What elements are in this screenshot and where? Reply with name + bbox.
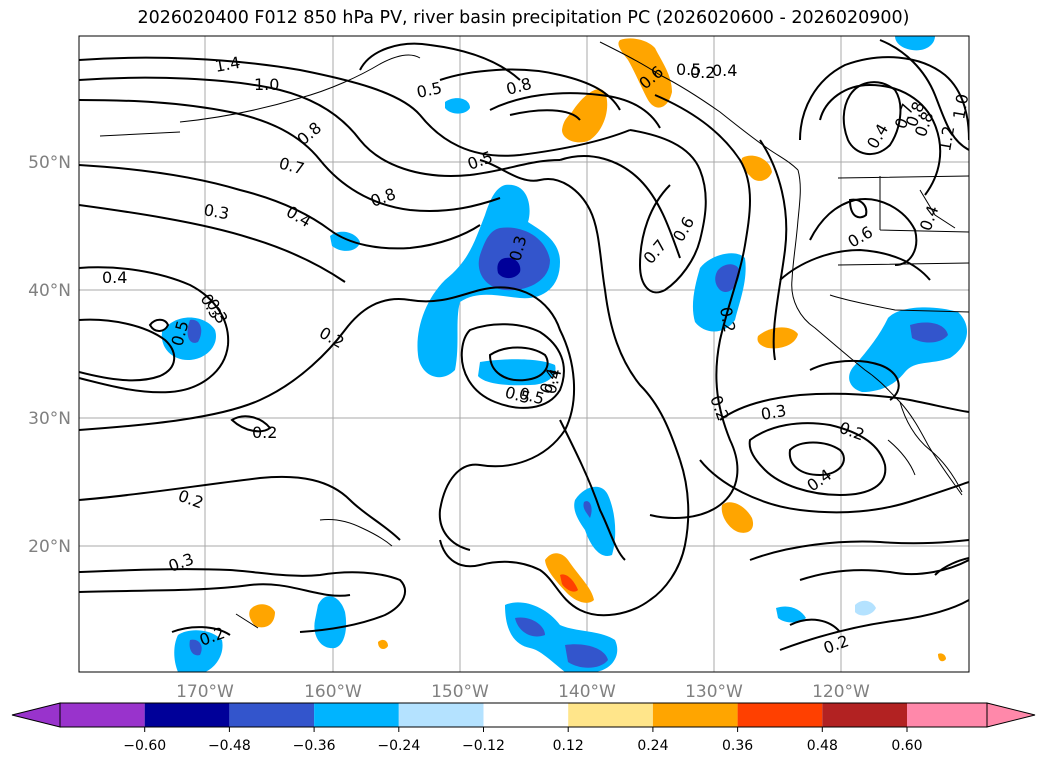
colorbar-tick-label: 0.36 xyxy=(722,738,753,754)
colorbar-tick-label: −0.12 xyxy=(462,738,505,754)
positive-precip-shading xyxy=(249,38,946,662)
colorbar-extend-low xyxy=(11,702,61,728)
colorbar-tick-label: −0.48 xyxy=(208,738,251,754)
lon-label: 170°W xyxy=(176,682,234,702)
colorbar-tick-label: 0.60 xyxy=(891,738,922,754)
colorbar-segment xyxy=(60,703,145,727)
colorbar-tick-label: −0.36 xyxy=(293,738,336,754)
contour-label: 1.2 xyxy=(935,124,958,152)
contour-label-group: 1.4 1.0 0.5 0.4 0.8 0.8 0.5 0.6 0.5 0.8 … xyxy=(102,53,972,658)
colorbar-segment xyxy=(398,703,484,727)
colorbar-segment xyxy=(229,703,315,727)
colorbar-extend-high xyxy=(986,702,1036,728)
latitude-labels: 50°N 40°N 30°N 20°N xyxy=(28,153,71,557)
contour-label: 0.2 xyxy=(252,423,277,442)
colorbar: −0.60 −0.48 −0.36 −0.24 −0.12 0.12 0.24 … xyxy=(11,702,1036,754)
lat-label: 50°N xyxy=(28,153,71,173)
longitude-labels: 170°W 160°W 150°W 140°W 130°W 120°W xyxy=(176,682,870,702)
contour-label: 0.4 xyxy=(102,268,127,287)
map-frame xyxy=(78,35,970,673)
colorbar-segment xyxy=(822,703,907,727)
colorbar-tick-label: 0.24 xyxy=(637,738,668,754)
colorbar-tick-label: 0.48 xyxy=(807,738,838,754)
lon-label: 130°W xyxy=(685,682,743,702)
pv-contours xyxy=(79,39,969,651)
contour-label: 0.5 xyxy=(415,78,444,102)
contour-label: 0.4 xyxy=(712,61,737,80)
contour-label: 0.5 xyxy=(676,60,701,79)
coastlines xyxy=(99,41,969,629)
colorbar-segment xyxy=(144,703,230,727)
lon-label: 150°W xyxy=(431,682,489,702)
colorbar-segment xyxy=(652,703,738,727)
lat-label: 30°N xyxy=(28,409,71,429)
lon-label: 160°W xyxy=(304,682,362,702)
negative-precip-shading xyxy=(161,36,968,672)
colorbar-segment xyxy=(907,703,987,727)
colorbar-segment xyxy=(483,703,569,727)
colorbar-segment xyxy=(314,703,399,727)
contour-label: 0.3 xyxy=(202,200,230,223)
colorbar-tick-label: −0.24 xyxy=(377,738,420,754)
map-title: 2026020400 F012 850 hPa PV, river basin … xyxy=(137,8,910,28)
colorbar-tick-label: 0.12 xyxy=(553,738,584,754)
colorbar-segment xyxy=(737,703,823,727)
lon-label: 140°W xyxy=(558,682,616,702)
contour-label: 0.3 xyxy=(759,401,787,424)
contour-label: 1.4 xyxy=(213,53,241,76)
colorbar-tick-label: −0.60 xyxy=(123,738,166,754)
lat-label: 20°N xyxy=(28,537,71,557)
lat-label: 40°N xyxy=(28,281,71,301)
contour-label: 1.0 xyxy=(949,92,972,120)
lon-label: 120°W xyxy=(812,682,870,702)
contour-label: 0.2 xyxy=(716,305,739,333)
colorbar-segment xyxy=(568,703,653,727)
contour-label: 1.0 xyxy=(254,75,279,94)
contour-label: 0.2 xyxy=(690,63,715,82)
